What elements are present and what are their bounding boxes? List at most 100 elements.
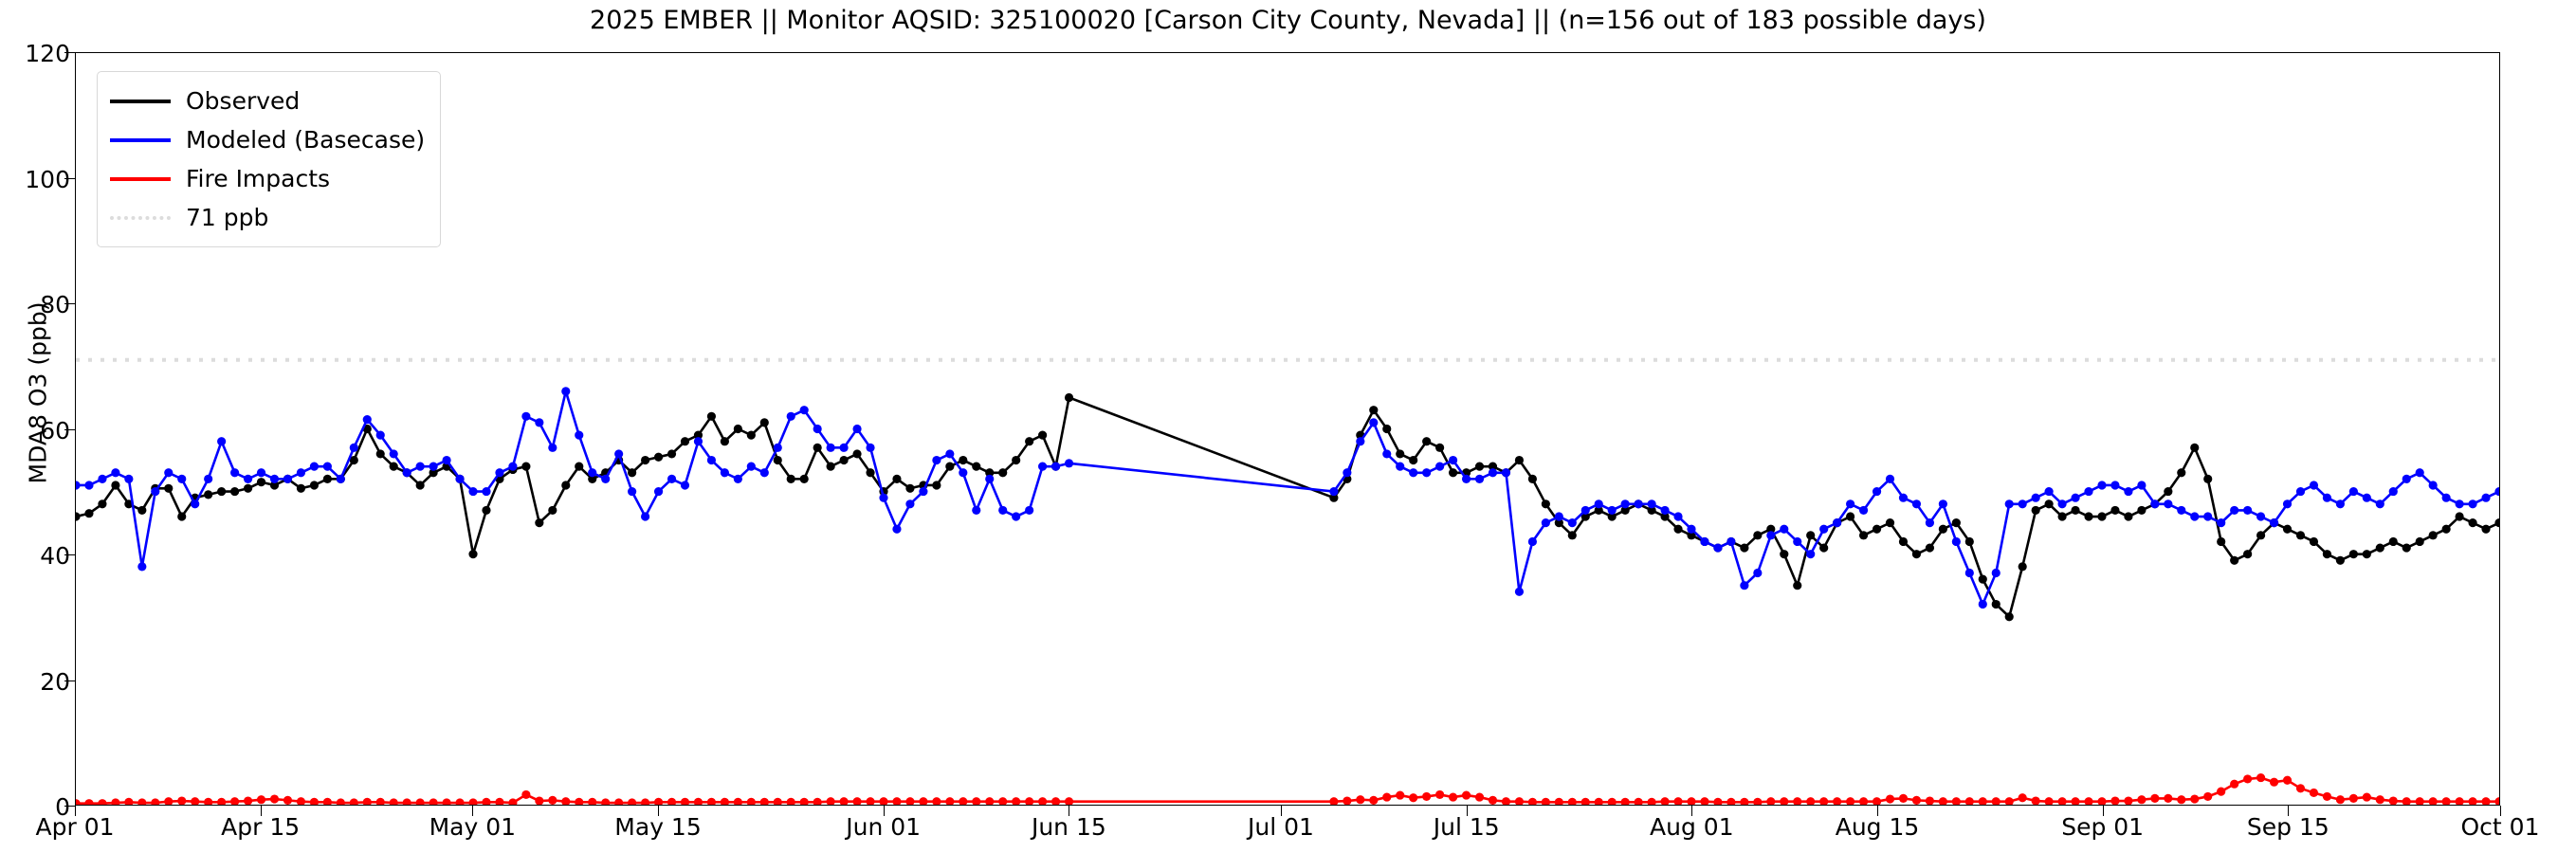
y-tick-mark [64,806,75,807]
legend-item[interactable]: Modeled (Basecase) [110,120,425,159]
data-point [1647,499,1656,509]
data-point [1964,797,1974,805]
data-point [2468,518,2477,528]
data-point [1753,568,1763,578]
data-point [2402,797,2411,805]
data-point [1567,797,1577,805]
legend-item[interactable]: Fire Impacts [110,159,425,198]
data-point [1660,505,1670,516]
y-tick-label: 120 [25,40,70,67]
data-point [256,468,266,478]
data-point [1978,574,1987,584]
data-point [706,797,717,805]
x-tick-mark [1877,806,1879,816]
data-point [1620,499,1630,509]
data-point [482,486,491,497]
data-point [985,468,995,478]
y-tick-mark [64,554,75,555]
data-point [667,474,677,483]
data-point [2322,791,2332,802]
data-point [76,481,81,490]
data-point [1356,437,1365,446]
data-point [1554,797,1563,805]
data-point [2203,512,2213,521]
data-point [521,789,531,800]
data-point [2110,796,2120,805]
data-point [1885,518,1895,528]
legend-item[interactable]: 71 ppb [110,198,425,237]
data-point [2150,793,2160,803]
data-point [813,424,822,434]
data-point [1064,459,1074,468]
data-point [1846,499,1855,509]
y-tick-label: 40 [40,542,70,570]
data-point [2402,474,2411,483]
data-point [1343,468,1352,478]
data-point [945,462,955,471]
data-point [2428,531,2438,540]
data-point [495,468,504,478]
data-point [1647,797,1656,805]
data-point [1726,797,1736,805]
data-point [601,798,611,805]
data-point [2031,505,2040,516]
data-point [1819,543,1829,553]
data-point [362,797,372,805]
data-point [1793,581,1802,590]
data-point [124,474,134,483]
data-point [535,518,544,528]
data-point [84,509,94,518]
data-point [1594,797,1603,805]
data-point [336,474,345,483]
data-point [1620,505,1630,516]
data-point [720,468,729,478]
x-tick-mark [1281,806,1282,816]
data-point [720,437,729,446]
data-point [759,418,769,427]
data-point [1448,468,1458,478]
data-point [2415,797,2424,805]
data-point [84,481,94,490]
data-point [230,468,240,478]
x-tick-label: Sep 01 [2061,813,2145,841]
data-point [548,505,557,516]
data-point [1925,796,1935,805]
data-point [2230,779,2239,789]
data-point [2388,796,2398,805]
data-point [191,499,200,509]
data-point [98,799,107,805]
data-point [588,474,597,483]
data-point [2177,795,2186,805]
data-point [1780,524,1789,534]
data-point [2004,797,2014,805]
data-point [283,795,293,805]
data-point [2203,474,2213,483]
y-tick-label: 60 [40,416,70,445]
data-point [945,797,955,805]
x-tick-label: Apr 15 [221,813,301,841]
data-point [2230,555,2239,565]
data-point [137,798,147,805]
data-point [98,499,107,509]
data-point [720,797,729,805]
data-point [1554,512,1563,521]
data-point [495,797,504,805]
data-point [2309,788,2319,798]
data-point [1806,550,1816,559]
series-line [76,397,2499,616]
data-point [309,481,320,490]
data-point [2044,486,2054,497]
data-point [2164,486,2173,497]
data-point [852,797,862,805]
legend-item[interactable]: Observed [110,82,425,120]
data-point [217,437,227,446]
data-point [2018,499,2027,509]
data-point [640,798,650,805]
data-point [521,462,531,471]
x-tick-label: Apr 01 [35,813,115,841]
data-point [575,430,584,440]
data-point [2309,481,2319,490]
data-point [137,562,147,572]
plot-svg [76,53,2499,805]
data-point [1038,462,1048,471]
